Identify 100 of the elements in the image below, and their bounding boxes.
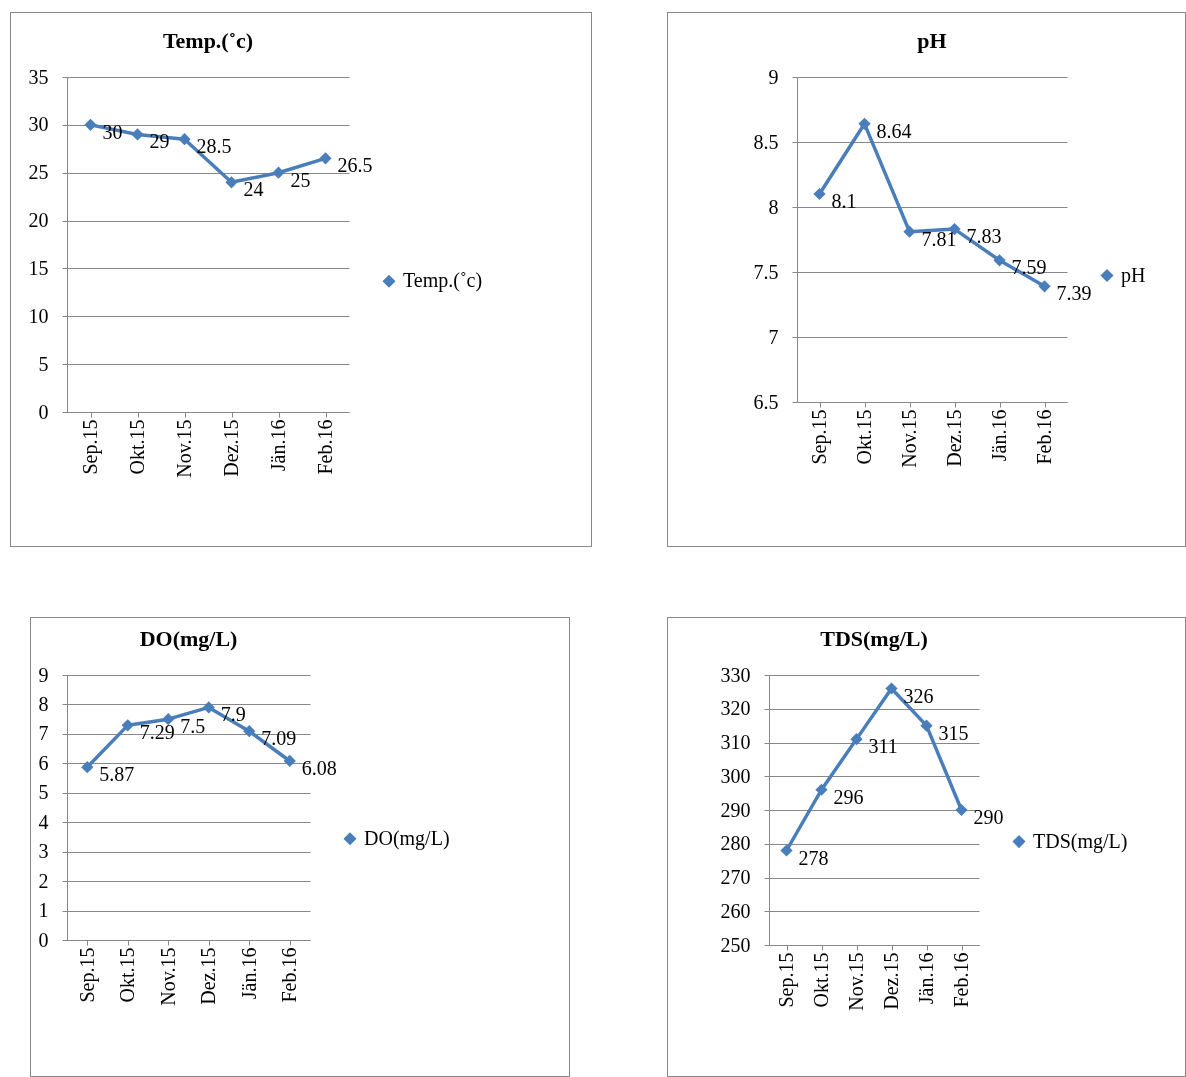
y-tick-label: 15 [28,256,49,279]
point [955,803,968,817]
data-label: 290 [973,806,1004,828]
data-label: 7.83 [966,225,1002,248]
y-tick-label: 5 [38,781,49,804]
point [178,133,191,146]
y-tick-label: 330 [720,663,751,686]
y-tick-label: 260 [720,899,751,922]
y-tick-label: 8 [768,195,779,218]
data-label: 7.81 [921,227,957,250]
y-tick-label: 250 [720,933,751,956]
point [780,844,793,857]
point [202,701,215,714]
y-tick-label: 10 [28,304,49,327]
x-tick-label: Dez.15 [197,947,220,1005]
x-tick-label: Feb.16 [1033,409,1055,465]
y-tick-label: 290 [720,798,751,821]
y-tick-label: 7 [768,325,779,348]
y-tick-label: 7 [38,722,49,745]
x-tick-label: Okt.15 [810,952,832,1008]
x-tick-label: Sep.15 [808,409,831,465]
x-tick-label: Okt.15 [853,409,875,465]
point [283,754,296,768]
point [850,733,863,746]
x-tick-label: Dez.15 [880,952,902,1010]
point [121,719,134,732]
x-tick-label: Feb.16 [950,952,972,1008]
x-tick-label: Okt.15 [126,419,148,475]
y-tick-label: 4 [38,810,49,833]
point [243,725,256,738]
point [815,783,828,796]
data-label: 8.64 [876,119,912,142]
y-tick-label: 310 [720,731,751,753]
y-tick-label: 6.5 [753,390,779,413]
point [813,187,826,201]
point [903,225,916,238]
point [885,682,898,695]
y-tick-label: 3 [38,840,49,863]
x-tick-label: Jän.16 [267,419,289,472]
y-tick-label: 20 [28,209,49,232]
data-label: 7.5 [180,715,206,738]
y-tick-label: 0 [38,400,49,423]
legend-label: pH [1121,263,1146,287]
data-label: 7.29 [139,721,175,744]
y-tick-label: 35 [28,65,49,88]
data-label: 24 [243,178,264,201]
y-tick-label: 270 [720,866,751,888]
chart-title: Temp.(˚c) [162,28,254,53]
data-label: 5.87 [99,763,135,786]
point [272,166,285,179]
y-tick-label: 320 [720,697,751,720]
legend-label: DO(mg/L) [364,826,450,850]
point [84,118,97,131]
y-tick-label: 0 [38,928,49,951]
point [162,713,175,726]
x-tick-label: Sep.15 [79,419,102,475]
data-label: 326 [903,684,934,707]
y-tick-label: 9 [768,65,779,88]
x-tick-label: Feb.16 [314,419,336,475]
data-label: 311 [868,735,898,758]
y-tick-label: 6 [38,751,49,774]
y-tick-label: 25 [28,161,49,184]
y-tick-label: 280 [720,832,751,855]
y-tick-label: 7.5 [753,260,779,283]
x-tick-label: Okt.15 [116,947,139,1003]
data-label: 7.59 [1011,256,1047,279]
x-tick-label: Jän.16 [988,409,1010,462]
x-tick-label: Sep.15 [775,952,798,1008]
x-tick-label: Feb.16 [278,947,301,1003]
y-tick-label: 2 [38,869,49,892]
x-tick-label: Nov.15 [173,419,195,478]
legend-label: Temp.(˚c) [403,269,483,293]
y-tick-label: 9 [38,663,49,686]
x-tick-label: Jän.16 [915,952,937,1005]
data-label: 278 [798,846,829,869]
chart-title: pH [917,28,947,53]
data-label: 296 [833,785,864,808]
y-tick-label: 1 [38,899,49,922]
point [131,128,144,141]
chart-title: DO(mg/L) [139,626,238,651]
x-tick-label: Sep.15 [75,947,99,1003]
y-tick-label: 30 [28,113,49,136]
y-tick-label: 300 [720,764,751,787]
x-tick-label: Nov.15 [156,947,179,1006]
data-label: 7.39 [1056,282,1092,305]
x-tick-label: Nov.15 [898,409,920,468]
x-tick-label: Dez.15 [943,409,965,467]
legend-label: TDS(mg/L) [1033,829,1128,853]
point [858,117,871,130]
data-label: 7.9 [220,703,246,726]
chart-title: TDS(mg/L) [820,626,928,651]
x-tick-label: Jän.16 [237,947,260,1000]
data-label: 315 [938,721,969,744]
data-label: 6.08 [301,756,337,779]
y-tick-label: 8 [38,692,49,715]
y-tick-label: 8.5 [753,130,779,153]
data-label: 28.5 [196,135,232,158]
data-label: 7.09 [261,727,297,750]
point [81,761,94,774]
data-label: 25 [290,168,311,191]
